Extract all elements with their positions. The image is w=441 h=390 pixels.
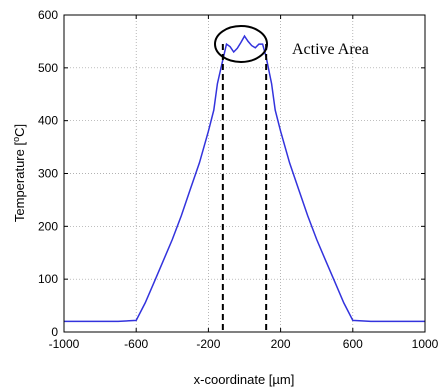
- y-tick-label: 300: [38, 167, 58, 181]
- active-area-label: Active Area: [292, 41, 369, 58]
- y-axis-label: Temperature [oC]: [11, 124, 27, 222]
- x-tick-label: -200: [196, 337, 220, 351]
- y-axis-label-sup: o: [11, 137, 21, 142]
- x-tick-label: 600: [343, 337, 363, 351]
- active-area-ellipse: [214, 25, 268, 63]
- y-tick-label: 400: [38, 114, 58, 128]
- x-axis-label: x-coordinate [µm]: [194, 372, 295, 387]
- x-tick-label: -1000: [49, 337, 80, 351]
- y-tick-label: 100: [38, 272, 58, 286]
- y-axis: 0 100 200 300 400 500 600: [38, 8, 425, 339]
- y-axis-label-end: C]: [12, 124, 27, 137]
- temperature-line: [64, 34, 425, 323]
- x-axis: -1000 -600 -200 200 600 1000: [49, 15, 439, 351]
- y-axis-label-main: Temperature [: [12, 142, 27, 223]
- x-tick-label: -600: [124, 337, 148, 351]
- grid-lines: [64, 15, 425, 332]
- active-area-markers: [221, 44, 268, 332]
- y-tick-label: 0: [51, 325, 58, 339]
- x-tick-label: 200: [271, 337, 291, 351]
- y-tick-label: 500: [38, 61, 58, 75]
- y-tick-label: 200: [38, 219, 58, 233]
- y-tick-label: 600: [38, 8, 58, 22]
- x-tick-label: 1000: [412, 337, 439, 351]
